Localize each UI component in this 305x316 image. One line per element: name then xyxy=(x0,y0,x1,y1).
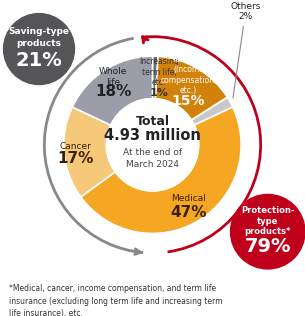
Text: 15%: 15% xyxy=(172,94,205,108)
Text: 47%: 47% xyxy=(170,205,206,220)
Text: At the end of
March 2024: At the end of March 2024 xyxy=(123,148,182,168)
Wedge shape xyxy=(72,56,152,125)
Text: 17%: 17% xyxy=(57,151,94,166)
Wedge shape xyxy=(81,107,241,234)
Wedge shape xyxy=(152,56,158,99)
Circle shape xyxy=(106,99,199,191)
Text: Total: Total xyxy=(135,115,170,128)
Text: Protection-
type
products*: Protection- type products* xyxy=(241,206,295,236)
Wedge shape xyxy=(155,56,227,120)
Text: Medical: Medical xyxy=(171,194,206,204)
Text: 4.93 million: 4.93 million xyxy=(104,128,201,143)
Text: Cancer: Cancer xyxy=(60,142,92,151)
Circle shape xyxy=(231,194,305,269)
Text: Others
2%: Others 2% xyxy=(230,2,261,98)
Text: 21%: 21% xyxy=(16,51,63,70)
Text: 79%: 79% xyxy=(245,237,291,256)
Text: Whole
life: Whole life xyxy=(99,67,127,87)
Text: Term life
(Income
compensation,
etc.): Term life (Income compensation, etc.) xyxy=(160,55,217,95)
Wedge shape xyxy=(64,107,115,197)
Wedge shape xyxy=(192,97,233,125)
Text: Saving-type
products: Saving-type products xyxy=(9,27,70,48)
Text: *Medical, cancer, income compensation, and term life
insurance (excluding long t: *Medical, cancer, income compensation, a… xyxy=(9,284,223,316)
Text: 1%: 1% xyxy=(150,88,169,98)
Text: Increasing
term life,
etc.: Increasing term life, etc. xyxy=(139,57,179,87)
Text: 18%: 18% xyxy=(95,84,131,99)
Circle shape xyxy=(4,14,74,84)
